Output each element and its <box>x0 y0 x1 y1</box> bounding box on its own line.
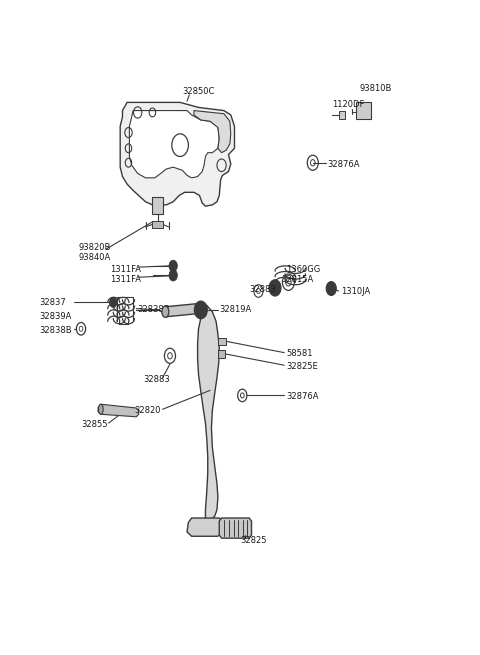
Text: 1310JA: 1310JA <box>341 286 371 295</box>
Polygon shape <box>130 111 219 178</box>
Bar <box>218 337 226 345</box>
Polygon shape <box>198 303 219 523</box>
Bar <box>339 111 345 119</box>
Bar <box>218 350 225 358</box>
Text: 32839A: 32839A <box>39 312 72 321</box>
Text: 93820B: 93820B <box>79 242 111 252</box>
Circle shape <box>326 282 336 295</box>
Text: 32815A: 32815A <box>281 275 314 284</box>
Text: 32837: 32837 <box>39 298 66 307</box>
Text: 1311FA: 1311FA <box>110 265 141 274</box>
Circle shape <box>269 280 281 296</box>
Text: 32825E: 32825E <box>286 362 318 371</box>
Text: 32883: 32883 <box>143 375 170 384</box>
Text: 32876A: 32876A <box>327 160 360 168</box>
Bar <box>153 221 163 228</box>
Text: 32838B: 32838B <box>138 305 170 314</box>
Polygon shape <box>120 102 234 206</box>
Text: 32820: 32820 <box>134 406 160 415</box>
Circle shape <box>111 300 115 305</box>
Circle shape <box>194 301 207 319</box>
Circle shape <box>109 297 117 307</box>
Polygon shape <box>219 518 252 538</box>
Bar <box>153 196 163 214</box>
Circle shape <box>169 260 177 272</box>
Polygon shape <box>194 111 231 153</box>
Text: 32838B: 32838B <box>39 326 72 335</box>
Text: 1311FA: 1311FA <box>110 274 141 284</box>
Text: 32825: 32825 <box>240 536 266 544</box>
Circle shape <box>169 270 177 281</box>
Ellipse shape <box>162 306 169 318</box>
Bar <box>356 102 371 119</box>
Text: 1360GG: 1360GG <box>286 265 320 274</box>
Text: 58581: 58581 <box>286 349 312 358</box>
Text: 32876A: 32876A <box>286 392 319 401</box>
Polygon shape <box>187 518 223 536</box>
Ellipse shape <box>98 404 103 414</box>
Polygon shape <box>162 304 201 317</box>
Text: 1120DF: 1120DF <box>332 100 364 109</box>
Polygon shape <box>98 404 139 417</box>
Text: 32883: 32883 <box>249 286 276 294</box>
Text: 32819A: 32819A <box>219 305 252 314</box>
Text: 32855: 32855 <box>81 421 108 430</box>
Text: 93810B: 93810B <box>360 84 392 93</box>
Text: 32850C: 32850C <box>182 87 215 96</box>
Text: 93840A: 93840A <box>79 253 111 261</box>
